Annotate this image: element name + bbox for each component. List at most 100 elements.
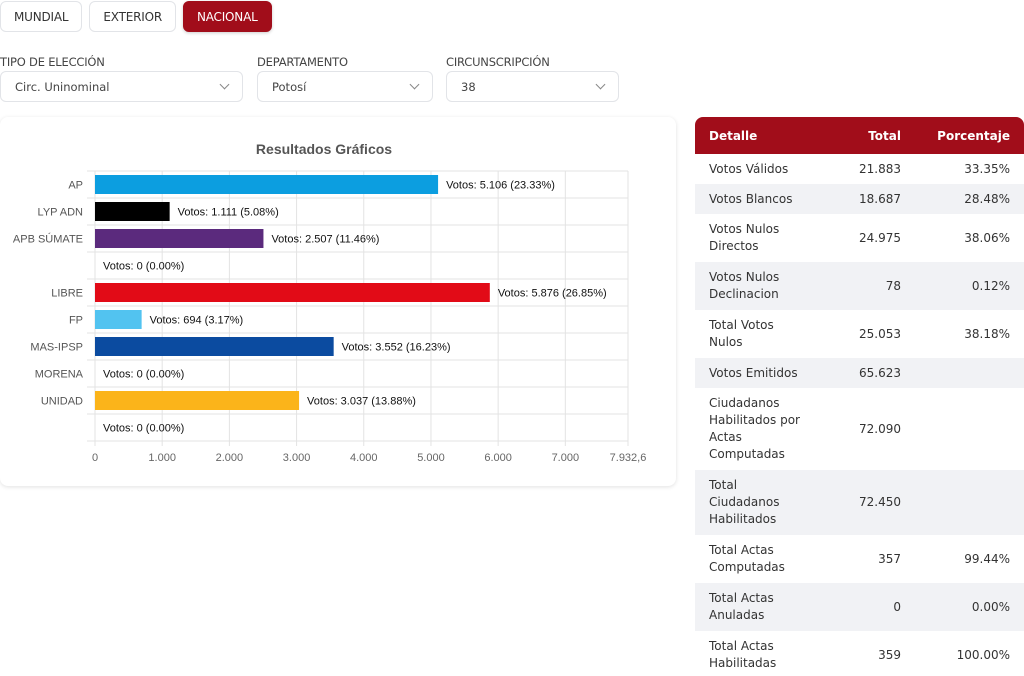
percent-cell [915, 470, 1024, 535]
chevron-down-icon [219, 79, 230, 90]
circunscripcion-select[interactable]: 38 [446, 71, 619, 102]
table-row: Votos Válidos 21.883 33.35% [695, 154, 1024, 184]
bar [95, 202, 170, 221]
detail-cell: Votos Blancos [709, 191, 793, 206]
detail-cell: Total Actas Anuladas [709, 591, 774, 622]
data-label: Votos: 0 (0.00%) [103, 423, 184, 435]
bar [95, 310, 142, 329]
filter-circunscripcion: CIRCUNSCRIPCIÓN 38 [446, 55, 619, 102]
category-label: MAS-IPSP [30, 342, 83, 354]
data-label: Votos: 3.552 (16.23%) [342, 342, 451, 354]
total-cell: 357 [878, 551, 901, 566]
x-tick-label: 6.000 [484, 452, 512, 464]
total-cell: 72.090 [859, 421, 901, 436]
data-label: Votos: 694 (3.17%) [150, 315, 244, 327]
tab-mundial[interactable]: MUNDIAL [0, 1, 83, 32]
x-tick-label: 7.000 [552, 452, 580, 464]
chart-card: Resultados Gráficos 0 1.000 2.000 3.000 4.000… [0, 117, 676, 486]
table-row: Votos Blancos 18.687 28.48% [695, 184, 1024, 214]
scope-tabs: MUNDIAL EXTERIOR NACIONAL [0, 1, 272, 32]
total-cell: 18.687 [859, 191, 901, 206]
table-row: Total Actas Anuladas 0 0.00% [695, 583, 1024, 631]
table-row: Total Actas Computadas 357 99.44% [695, 535, 1024, 583]
table-row: Votos Nulos Declinacion 78 0.12% [695, 262, 1024, 310]
category-label: UNIDAD [41, 396, 83, 408]
filter-label: CIRCUNSCRIPCIÓN [446, 55, 550, 69]
x-tick-label: 0 [92, 452, 98, 464]
data-label: Votos: 1.111 (5.08%) [178, 207, 279, 219]
tipo-eleccion-select[interactable]: Circ. Uninominal [0, 71, 243, 102]
table-row: Total Votos Nulos 25.053 38.18% [695, 310, 1024, 358]
select-value: Circ. Uninominal [15, 79, 110, 94]
category-label: FP [69, 315, 83, 327]
detail-cell: Votos Válidos [709, 161, 789, 176]
category-label: MORENA [35, 369, 84, 381]
bar [95, 175, 439, 194]
percent-cell: 28.48% [964, 191, 1010, 206]
total-cell: 21.883 [859, 161, 901, 176]
bar [95, 229, 264, 248]
x-tick-label: 5.000 [417, 452, 445, 464]
x-tick-label: 2.000 [216, 452, 244, 464]
bar [95, 391, 300, 410]
x-tick-label: 3.000 [283, 452, 311, 464]
category-label: LYP ADN [38, 207, 84, 219]
filter-label: DEPARTAMENTO [257, 55, 348, 69]
filter-label: TIPO DE ELECCIÓN [0, 55, 105, 69]
tab-exterior[interactable]: EXTERIOR [89, 1, 176, 32]
detail-cell: Total Actas Habilitadas [709, 639, 777, 670]
detail-cell: Votos Nulos Declinacion [709, 270, 780, 301]
percent-cell: 99.44% [964, 551, 1010, 566]
bar [95, 283, 490, 302]
percent-cell [915, 358, 1024, 388]
percent-cell: 38.06% [964, 230, 1010, 245]
percent-cell: 38.18% [964, 326, 1010, 341]
detail-cell: Total Ciudadanos Habilitados [709, 478, 780, 526]
data-label: Votos: 3.037 (13.88%) [307, 396, 416, 408]
select-value: Potosí [272, 79, 307, 94]
detail-cell: Votos Emitidos [709, 365, 798, 380]
data-label: Votos: 5.876 (26.85%) [498, 288, 607, 300]
detail-cell: Total Actas Computadas [709, 543, 785, 574]
data-label: Votos: 5.106 (23.33%) [446, 180, 555, 192]
category-label: LIBRE [51, 288, 83, 300]
departamento-select[interactable]: Potosí [257, 71, 433, 102]
total-cell: 359 [878, 647, 901, 662]
data-label: Votos: 0 (0.00%) [103, 261, 184, 273]
chart-title: Resultados Gráficos [256, 141, 392, 157]
total-cell: 65.623 [859, 365, 901, 380]
header-total: Total [815, 117, 915, 154]
tab-nacional[interactable]: NACIONAL [182, 1, 272, 32]
table-header-row: Detalle Total Porcentaje [695, 117, 1024, 154]
table-row: Votos Nulos Directos 24.975 38.06% [695, 214, 1024, 262]
table-row: Total Actas Habilitadas 359 100.00% [695, 631, 1024, 676]
percent-cell: 33.35% [964, 161, 1010, 176]
total-cell: 78 [885, 278, 901, 293]
summary-table: Detalle Total Porcentaje Votos Válidos 21… [695, 117, 1024, 676]
results-bar-chart: Resultados Gráficos 0 1.000 2.000 3.000 4.000… [13, 141, 647, 464]
x-tick-label: 4.000 [350, 452, 378, 464]
percent-cell: 0.12% [971, 278, 1010, 293]
select-value: 38 [461, 79, 476, 94]
chevron-down-icon [595, 79, 606, 90]
data-label: Votos: 0 (0.00%) [103, 369, 184, 381]
data-label: Votos: 2.507 (11.46%) [271, 234, 379, 246]
total-cell: 0 [893, 599, 901, 614]
filter-tipo-eleccion: TIPO DE ELECCIÓN Circ. Uninominal [0, 55, 243, 102]
x-tick-label: 7.932,6 [610, 452, 647, 464]
table-row: Votos Emitidos 65.623 [695, 358, 1024, 388]
percent-cell: 100.00% [956, 647, 1010, 662]
table-row: Ciudadanos Habilitados por Actas Computa… [695, 388, 1024, 470]
percent-cell: 0.00% [971, 599, 1010, 614]
header-porcentaje: Porcentaje [915, 117, 1024, 154]
percent-cell [915, 388, 1024, 470]
table-row: Total Ciudadanos Habilitados 72.450 [695, 470, 1024, 535]
bar [95, 337, 334, 356]
header-detalle: Detalle [695, 117, 815, 154]
detail-cell: Ciudadanos Habilitados por Actas Computa… [709, 396, 800, 461]
detail-cell: Total Votos Nulos [709, 318, 774, 349]
category-label: AP [68, 180, 83, 192]
x-tick-label: 1.000 [148, 452, 176, 464]
total-cell: 72.450 [859, 495, 901, 509]
filter-departamento: DEPARTAMENTO Potosí [257, 55, 433, 102]
